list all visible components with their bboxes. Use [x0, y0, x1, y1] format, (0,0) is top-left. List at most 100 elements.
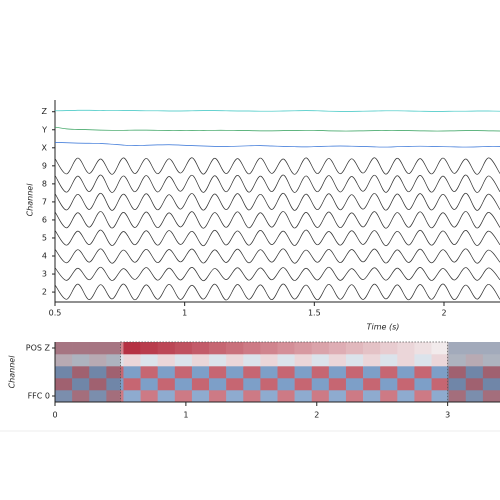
signal-trace — [55, 192, 500, 211]
heatmap-cell — [414, 390, 432, 403]
heatmap-cell — [140, 342, 158, 355]
heatmap-cell — [140, 390, 158, 403]
heatmap-cell — [345, 378, 364, 391]
heatmap-cell — [72, 390, 90, 403]
heatmap-cell — [345, 342, 364, 355]
heatmap-cell — [380, 366, 398, 379]
y-tick-label: 3 — [42, 270, 47, 279]
heatmap-cell — [294, 390, 313, 403]
heatmap-cell — [328, 342, 347, 355]
heatmap-cell — [414, 342, 432, 355]
heatmap-cell — [191, 342, 210, 355]
y-tick-label: 4 — [42, 252, 47, 261]
heatmap-cell — [482, 354, 500, 367]
heatmap-cell — [123, 342, 141, 355]
heatmap-cell — [243, 366, 261, 379]
heatmap-cell — [482, 342, 500, 355]
heatmap-cell — [465, 378, 484, 391]
heatmap-cell — [191, 378, 210, 391]
minimap-selection — [120, 341, 449, 403]
heatmap-cell — [482, 390, 500, 403]
x-tick-label: 1 — [182, 309, 187, 318]
heatmap-cell — [363, 378, 381, 391]
heatmap-cell — [380, 378, 398, 391]
heatmap-cell — [123, 390, 141, 403]
heatmap-cell — [72, 342, 90, 355]
heatmap-cell — [209, 354, 227, 367]
heatmap-cell — [363, 354, 381, 367]
heatmap-cell — [226, 354, 244, 367]
y-tick-label: X — [42, 143, 48, 152]
heatmap-cell — [260, 342, 278, 355]
heatmap-cell — [55, 378, 73, 391]
heatmap-cell — [89, 378, 107, 391]
x-tick-label: 2 — [441, 309, 446, 318]
y-tick-label: 9 — [42, 161, 47, 170]
y-tick-label: Y — [41, 125, 47, 134]
heatmap-cell — [226, 378, 244, 391]
y-tick-label: Z — [42, 107, 48, 116]
heatmap-cell — [226, 390, 244, 403]
signal-trace — [55, 109, 500, 112]
x-axis-label: Time (s) — [367, 323, 400, 332]
heatmap-cell — [328, 378, 347, 391]
y-tick-label: 8 — [42, 179, 47, 188]
heatmap-cell — [106, 366, 124, 379]
y-tick-label: 2 — [42, 288, 47, 297]
heatmap-cell — [89, 342, 107, 355]
signal-trace — [55, 126, 500, 132]
heatmap-cell — [174, 378, 193, 391]
x-tick-label: 0.5 — [49, 309, 62, 318]
heatmap-cell — [448, 366, 467, 379]
heatmap-cell — [157, 354, 176, 367]
heatmap-cell — [397, 390, 415, 403]
heatmap-cell — [174, 366, 193, 379]
signal-trace — [55, 211, 500, 229]
x-tick-label: 1.5 — [308, 309, 321, 318]
heatmap-cell — [140, 378, 158, 391]
heatmap-cell — [431, 390, 449, 403]
heatmap-cell — [311, 366, 330, 379]
heatmap-cell — [123, 354, 141, 367]
y-tick-label: 7 — [42, 197, 47, 206]
signal-trace — [55, 174, 500, 193]
heatmap-cell — [209, 366, 227, 379]
heatmap-cell — [209, 378, 227, 391]
heatmap-cell — [345, 354, 364, 367]
heatmap-cell — [174, 390, 193, 403]
signal-trace — [55, 229, 500, 247]
heatmap-cell — [311, 354, 330, 367]
heatmap-cell — [226, 366, 244, 379]
heatmap-cell — [277, 366, 295, 379]
y-tick-label: 6 — [42, 215, 47, 224]
heatmap-cell — [448, 342, 467, 355]
heatmap-cell — [106, 378, 124, 391]
heatmap-cell — [311, 342, 330, 355]
heatmap-cell — [448, 390, 467, 403]
heatmap-cell — [294, 378, 313, 391]
heatmap-cell — [277, 354, 295, 367]
heatmap-cell — [140, 354, 158, 367]
heatmap-cell — [191, 366, 210, 379]
heatmap-cell — [380, 342, 398, 355]
heatmap-cell — [294, 342, 313, 355]
heatmap-cell — [414, 366, 432, 379]
signal-trace — [55, 142, 500, 148]
heatmap-cell — [106, 354, 124, 367]
heatmap-cell — [243, 390, 261, 403]
heatmap-cell — [72, 378, 90, 391]
heatmap-cell — [260, 366, 278, 379]
heatmap-cell — [123, 366, 141, 379]
signal-trace — [55, 157, 500, 175]
heatmap-cell — [294, 366, 313, 379]
heatmap-cell — [482, 366, 500, 379]
heatmap-cell — [89, 354, 107, 367]
heatmap-cell — [226, 342, 244, 355]
heatmap-cell — [55, 342, 73, 355]
heatmap-cell — [140, 366, 158, 379]
heatmap-cell — [380, 390, 398, 403]
heatmap-cell — [157, 390, 176, 403]
heatmap-cell — [414, 378, 432, 391]
y-tick-label: POS Z — [26, 344, 51, 353]
